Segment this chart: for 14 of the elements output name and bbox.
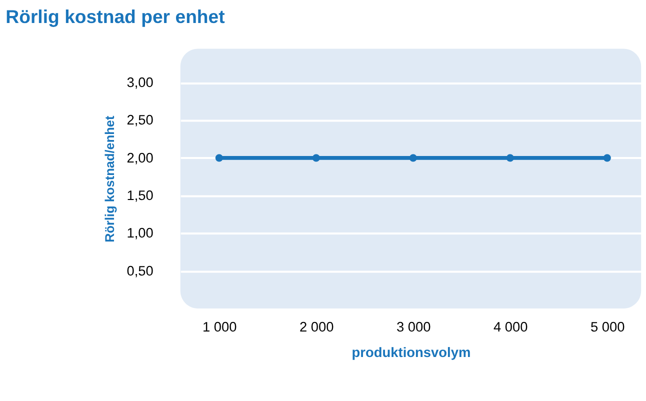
chart-title: Rörlig kostnad per enhet [6,6,225,28]
x-tick-label: 2 000 [299,320,334,335]
y-tick-label: 3,00 [126,75,154,90]
y-tick-label: 1,50 [126,188,154,203]
x-tick-label: 5 000 [590,320,626,335]
x-tick-label: 4 000 [493,320,528,335]
y-tick-label: 0,50 [126,263,154,278]
x-axis-title: produktionsvolym [352,345,471,360]
y-axis-title: Rörlig kostnad/enhet [102,115,117,242]
y-tick-label: 1,00 [126,226,154,241]
x-tick-label: 1 000 [202,320,238,335]
y-tick-label: 2,50 [126,112,154,128]
x-tick-label: 3 000 [396,320,432,335]
y-tick-label: 2,00 [126,150,154,166]
